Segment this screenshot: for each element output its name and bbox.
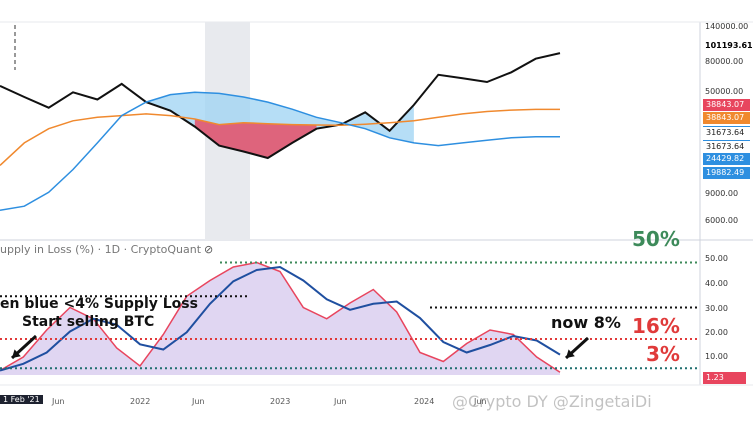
annotation-start-selling: Start selling BTC [22,314,155,330]
x-label-1: Jun [52,397,65,406]
upper-tick-current: 101193.61 [705,41,753,50]
price-label-red: 38843.07 [703,99,750,111]
loss-zone-fill [194,119,317,158]
upper-tick-4: 9000.00 [705,189,739,198]
price-label-orange: 38843.07 [703,112,750,124]
annotation-50pct: 50% [632,227,680,251]
price-label-line-1: 31673.64 [703,126,750,139]
arrow-now-head [566,349,575,358]
lower-last-value: 1.23 [703,372,746,384]
orange-average-line [0,108,560,166]
price-label-blue-1: 24429.82 [703,153,750,165]
x-label-5: Jun [334,397,347,406]
lower-tick-10: 10.00 [705,352,728,361]
price-line [0,52,561,160]
upper-tick-3: 50000.00 [705,87,744,96]
lower-panel-title: upply in Loss (%) · 1D · CryptoQuant [0,243,202,256]
x-label-6: 2024 [414,397,435,406]
blue-average-line [0,91,560,211]
annotation-3pct: 3% [646,342,680,366]
lower-tick-30: 30.00 [705,304,728,313]
visibility-icon[interactable]: ⊘ [204,243,214,256]
supply-in-loss-average [0,265,561,372]
x-label-current: 1 Feb '21 [0,395,43,404]
lower-tick-40: 40.00 [705,279,728,288]
price-label-blue-2: 19882.49 [703,167,750,179]
arrow-start-selling-head [12,349,21,358]
upper-tick-2: 80000.00 [705,57,744,66]
upper-tick-5: 6000.00 [705,216,739,225]
x-label-4: 2023 [270,397,291,406]
x-label-2: 2022 [130,397,151,406]
x-label-7: Jun [474,397,487,406]
supply-in-loss-area [0,262,560,375]
upper-tick-1: 140000.00 [705,22,749,31]
lower-tick-20: 20.00 [705,328,728,337]
watermark: @Crypto DY @ZingetaiDi [452,392,652,411]
annotation-16pct: 16% [632,314,680,338]
lower-tick-50: 50.00 [705,254,728,263]
annotation-when-blue: en blue <4% Supply Loss [0,296,198,312]
x-label-3: Jun [192,397,205,406]
annotation-now: now 8% [551,313,621,332]
price-label-line-2: 31673.64 [703,140,750,153]
